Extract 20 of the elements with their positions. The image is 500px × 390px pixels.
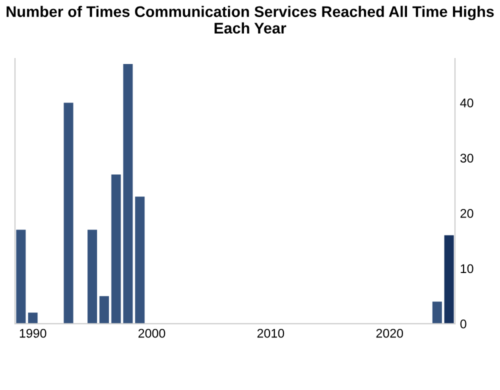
x-tick-label: 2020 [376,328,404,338]
x-tick-label: 2010 [257,328,284,338]
bar [28,312,38,324]
bar [99,296,109,324]
y-tick-label: 20 [460,209,474,218]
bar [123,64,133,324]
bar [432,302,442,324]
bar [135,196,145,324]
bar [111,174,121,324]
bar [64,102,74,324]
x-tick-label: 1990 [20,328,46,338]
bar [444,235,454,324]
y-tick-label: 30 [460,154,474,163]
y-tick-label: 40 [460,98,474,108]
bar [16,230,26,324]
chart-title: Number of Times Communication Services Reached All Time Highs Each Year [6,6,494,34]
y-tick-label: 0 [460,320,466,328]
bar [88,230,98,324]
x-tick-label: 2000 [138,328,166,338]
y-tick-label: 10 [460,264,474,274]
